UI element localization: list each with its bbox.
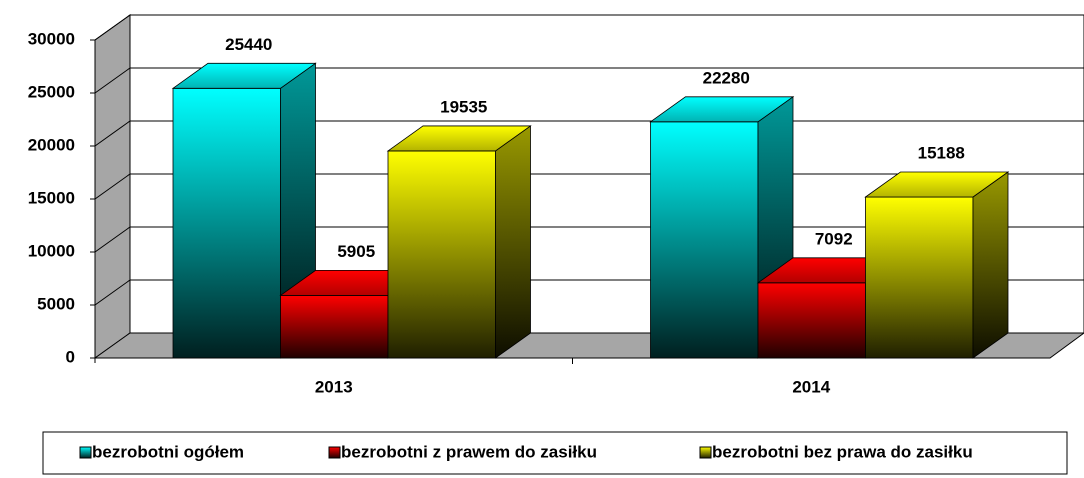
y-tick-label: 30000 — [28, 29, 75, 48]
bar — [757, 282, 866, 359]
legend-label: bezrobotni ogółem — [92, 442, 244, 461]
bar-top — [171, 62, 317, 89]
legend-label: bezrobotni bez prawa do zasiłku — [712, 442, 973, 461]
y-tick-label: 20000 — [28, 135, 75, 154]
legend-marker — [699, 446, 712, 459]
legend-label: bezrobotni z prawem do zasiłku — [341, 442, 597, 461]
bar-top — [864, 171, 1010, 198]
legend-marker — [328, 446, 341, 459]
data-label: 25440 — [225, 35, 272, 54]
bar-top — [649, 96, 795, 123]
bar-side — [972, 171, 1009, 359]
bar — [650, 121, 759, 359]
bar — [172, 87, 281, 359]
bar — [865, 196, 974, 359]
bar-side — [495, 125, 531, 359]
y-tick-label: 15000 — [28, 188, 75, 207]
legend-marker — [79, 446, 92, 459]
bar — [280, 295, 389, 359]
x-tick-label: 2014 — [792, 377, 830, 396]
grid-line — [94, 14, 1084, 41]
grid-line — [94, 67, 1084, 94]
y-tick-label: 10000 — [28, 241, 75, 260]
data-label: 5905 — [337, 242, 375, 261]
bar — [387, 150, 496, 359]
data-label: 22280 — [703, 68, 750, 87]
y-tick-label: 0 — [66, 347, 75, 366]
x-tick-label: 2013 — [315, 377, 353, 396]
legend — [42, 431, 1068, 475]
bar-top — [386, 125, 532, 152]
y-tick-label: 25000 — [28, 82, 75, 101]
data-label: 15188 — [918, 143, 965, 162]
y-tick-label: 5000 — [37, 294, 75, 313]
data-label: 7092 — [815, 229, 853, 248]
data-label: 19535 — [440, 97, 487, 116]
